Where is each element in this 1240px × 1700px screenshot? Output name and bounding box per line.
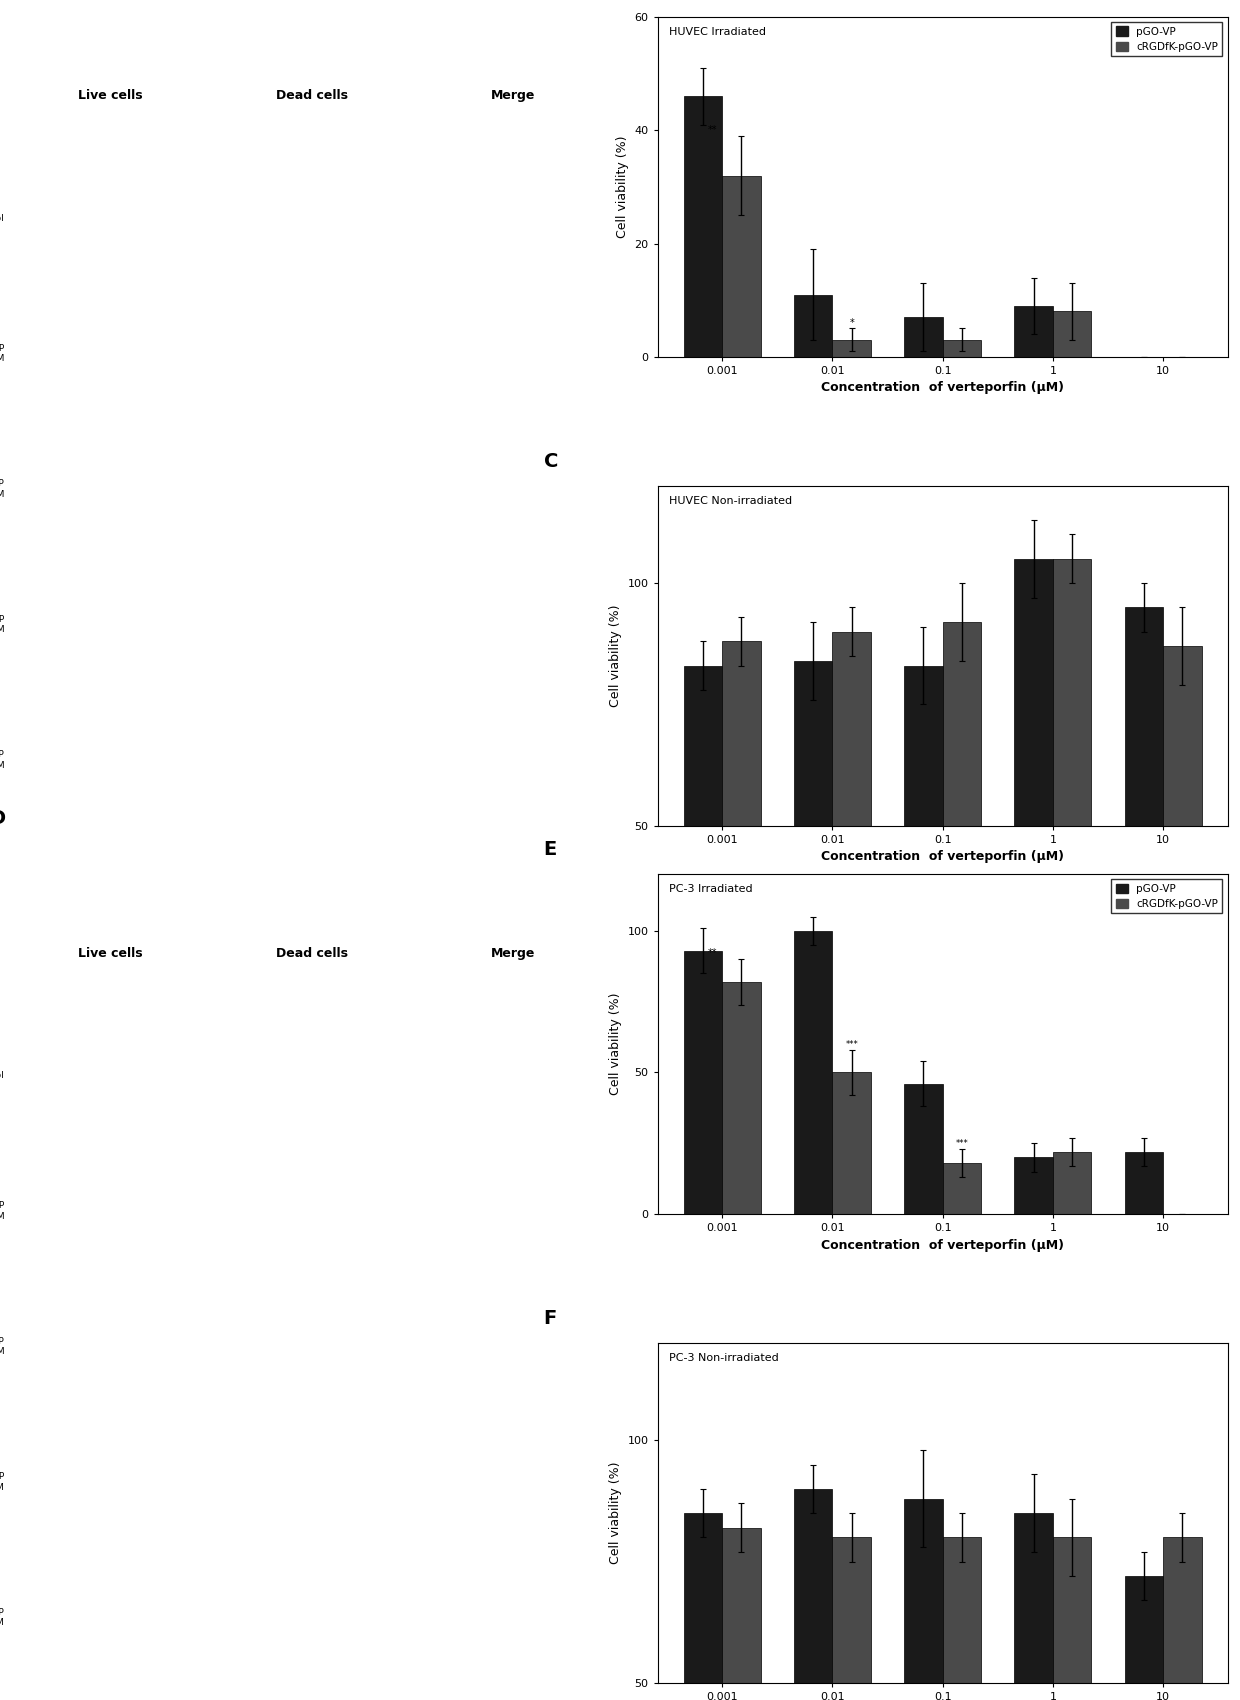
Text: cRGDfK-pGO-VP
0.01μM: cRGDfK-pGO-VP 0.01μM: [0, 1336, 5, 1357]
Bar: [1125, 1576, 1163, 1700]
Text: Live cells: Live cells: [78, 947, 143, 960]
Text: *: *: [849, 318, 854, 328]
Bar: [722, 175, 760, 357]
Legend: pGO-VP, cRGDfK-pGO-VP: pGO-VP, cRGDfK-pGO-VP: [1111, 879, 1223, 913]
Text: Merge: Merge: [491, 90, 536, 102]
Bar: [904, 1085, 942, 1214]
Text: ***: ***: [846, 1040, 858, 1049]
Text: **: **: [708, 949, 717, 959]
Text: B: B: [543, 0, 558, 2]
Bar: [722, 1528, 760, 1700]
Legend: pGO-VP, cRGDfK-pGO-VP: pGO-VP, cRGDfK-pGO-VP: [1111, 22, 1223, 56]
Text: Control: Control: [0, 214, 5, 223]
Text: PC-3 Irradiated: PC-3 Irradiated: [670, 884, 753, 894]
X-axis label: Concentration  of verteporfin (μM): Concentration of verteporfin (μM): [821, 381, 1064, 394]
Bar: [1014, 1158, 1053, 1214]
Y-axis label: Cell viability (%): Cell viability (%): [609, 993, 622, 1095]
Bar: [683, 950, 722, 1214]
Text: pGO-VP
0.1μM: pGO-VP 0.1μM: [0, 1472, 5, 1491]
Bar: [1053, 1537, 1091, 1700]
Text: E: E: [543, 840, 557, 858]
Bar: [832, 340, 870, 357]
X-axis label: Concentration  of verteporfin (μM): Concentration of verteporfin (μM): [821, 850, 1064, 864]
Bar: [722, 983, 760, 1214]
Bar: [1014, 1513, 1053, 1700]
Bar: [1014, 559, 1053, 1069]
Y-axis label: Cell viability (%): Cell viability (%): [616, 136, 629, 238]
Bar: [942, 622, 981, 1069]
Y-axis label: Cell viability (%): Cell viability (%): [609, 1462, 622, 1564]
Text: cRGDfK-pGO-VP
0.01μM: cRGDfK-pGO-VP 0.01μM: [0, 750, 5, 770]
Bar: [683, 665, 722, 1069]
Bar: [904, 1498, 942, 1700]
Text: ***: ***: [956, 1139, 968, 1148]
Bar: [832, 632, 870, 1069]
Text: pGO-VP
0.01μM: pGO-VP 0.01μM: [0, 1202, 5, 1221]
Text: Dead cells: Dead cells: [275, 90, 347, 102]
Text: Dead cells: Dead cells: [275, 947, 347, 960]
Bar: [942, 340, 981, 357]
Text: Live cells: Live cells: [78, 90, 143, 102]
Bar: [1053, 311, 1091, 357]
Y-axis label: Cell viability (%): Cell viability (%): [609, 605, 622, 707]
Bar: [832, 1537, 870, 1700]
Bar: [722, 641, 760, 1069]
Text: HUVEC Irradiated: HUVEC Irradiated: [670, 27, 766, 37]
Text: **: **: [708, 126, 717, 134]
Bar: [904, 318, 942, 357]
Bar: [1014, 306, 1053, 357]
Bar: [1125, 607, 1163, 1069]
Bar: [1053, 1153, 1091, 1214]
Text: C: C: [543, 452, 558, 471]
Text: Merge: Merge: [491, 947, 536, 960]
Text: PC-3 Non-irradiated: PC-3 Non-irradiated: [670, 1353, 779, 1363]
Bar: [1125, 1153, 1163, 1214]
Bar: [1163, 646, 1202, 1069]
Bar: [683, 1513, 722, 1700]
Bar: [794, 1489, 832, 1700]
Bar: [904, 665, 942, 1069]
Bar: [1163, 1537, 1202, 1700]
Bar: [794, 932, 832, 1214]
Text: D: D: [0, 809, 5, 828]
Text: cRGDfK-pGO-VP
0.1μM: cRGDfK-pGO-VP 0.1μM: [0, 1608, 5, 1627]
Bar: [683, 97, 722, 357]
Bar: [832, 1073, 870, 1214]
Text: HUVEC Non-irradiated: HUVEC Non-irradiated: [670, 496, 792, 507]
Bar: [794, 661, 832, 1069]
Text: Control: Control: [0, 1071, 5, 1080]
Bar: [942, 1537, 981, 1700]
Bar: [942, 1163, 981, 1214]
Text: pGO-VP
0.001μM: pGO-VP 0.001μM: [0, 343, 5, 364]
Bar: [794, 294, 832, 357]
Text: cRGDfK-pGO-VP
0.001μM: cRGDfK-pGO-VP 0.001μM: [0, 479, 5, 498]
X-axis label: Concentration  of verteporfin (μM): Concentration of verteporfin (μM): [821, 1239, 1064, 1251]
Bar: [1053, 559, 1091, 1069]
Text: F: F: [543, 1309, 557, 1328]
Text: pGO-VP
0.01μM: pGO-VP 0.01μM: [0, 615, 5, 634]
